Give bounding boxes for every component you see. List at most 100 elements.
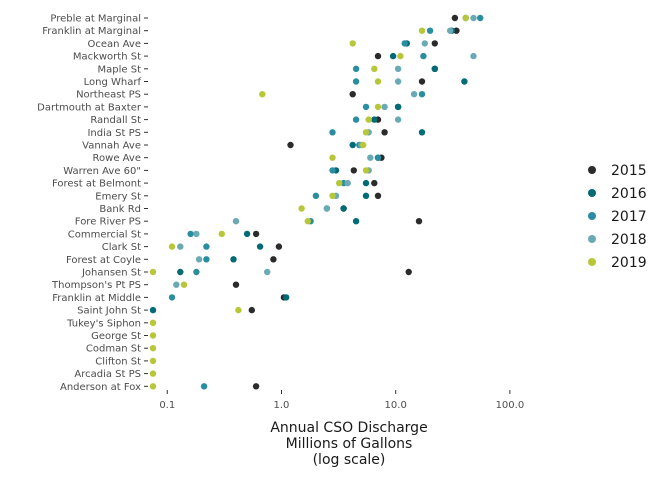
- category-label-india-st-ps: India St PS: [87, 128, 141, 139]
- x-tick-label: 100.0: [496, 400, 525, 411]
- category-label-clifton-st: Clifton St: [95, 356, 141, 367]
- point-2015-preble-at-marginal: [451, 14, 459, 22]
- point-2015-northeast-ps: [349, 91, 356, 98]
- x-axis-title-line: (log scale): [313, 452, 386, 468]
- point-2017-clark-st: [203, 243, 210, 250]
- point-2015-long-wharf: [418, 78, 426, 85]
- point-2019-tukey-s-siphon: [149, 319, 157, 326]
- point-2017-commercial-st: [187, 230, 194, 238]
- point-2019-thompson-s-pt-ps: [180, 281, 188, 288]
- point-2015-vannah-ave: [287, 141, 294, 149]
- data-points: [149, 14, 484, 390]
- point-2019-vannah-ave: [360, 141, 367, 149]
- category-label-warren-ave-60: Warren Ave 60": [63, 166, 141, 177]
- point-2017-warren-ave-60: [329, 167, 336, 174]
- category-tick-marks: [144, 17, 148, 387]
- point-2015-emery-st: [374, 192, 382, 199]
- point-2018-thompson-s-pt-ps: [173, 281, 180, 288]
- category-label-forest-at-coyle: Forest at Coyle: [66, 255, 141, 266]
- legend-key-2016: [588, 189, 596, 197]
- point-2018-maple-st: [394, 65, 402, 73]
- point-2018-commercial-st: [193, 230, 200, 238]
- point-2019-george-st: [149, 332, 157, 339]
- category-label-forest-at-belmont: Forest at Belmont: [52, 179, 141, 190]
- legend-label-2017: 2017: [611, 209, 647, 225]
- point-2016-clark-st: [256, 243, 264, 250]
- point-2019-clifton-st: [149, 357, 157, 365]
- point-2019-johansen-st: [149, 268, 157, 276]
- point-2015-anderson-at-fox: [252, 383, 260, 390]
- category-label-johansen-st: Johansen St: [81, 268, 141, 279]
- point-2019-fore-river-ps: [304, 218, 311, 225]
- point-2018-mackworth-st: [470, 52, 477, 60]
- legend-key-2019: [588, 258, 596, 266]
- legend-label-2016: 2016: [611, 186, 647, 202]
- category-label-bank-rd: Bank Rd: [99, 204, 141, 215]
- point-2019-forest-at-belmont: [336, 179, 343, 187]
- point-2016-forest-at-belmont: [362, 179, 370, 187]
- point-2015-franklin-at-marginal: [453, 27, 460, 34]
- x-tick-label: 1.0: [274, 400, 290, 411]
- point-2016-vannah-ave: [349, 141, 356, 149]
- category-label-northeast-ps: Northeast PS: [76, 90, 141, 101]
- point-2015-forest-at-belmont: [371, 179, 378, 187]
- point-2015-forest-at-coyle: [270, 256, 277, 263]
- point-2016-bank-rd: [340, 205, 347, 212]
- category-label-preble-at-marginal: Preble at Marginal: [50, 14, 141, 25]
- point-2018-clark-st: [177, 243, 184, 250]
- point-2018-bank-rd: [323, 205, 331, 212]
- point-2016-johansen-st: [177, 268, 184, 276]
- category-label-long-wharf: Long Wharf: [84, 77, 142, 88]
- point-2018-fore-river-ps: [232, 218, 240, 225]
- point-2016-commercial-st: [243, 230, 251, 238]
- legend-key-2015: [588, 166, 596, 174]
- point-2018-dartmouth-at-baxter: [381, 103, 388, 111]
- point-2017-franklin-at-marginal: [426, 27, 434, 34]
- point-2017-preble-at-marginal: [477, 14, 484, 22]
- legend-label-2018: 2018: [611, 232, 647, 248]
- category-label-ocean-ave: Ocean Ave: [88, 39, 142, 50]
- point-2019-mackworth-st: [397, 52, 404, 60]
- legend-label-2015: 2015: [611, 163, 647, 179]
- point-2019-clark-st: [168, 243, 176, 250]
- category-label-franklin-at-middle: Franklin at Middle: [52, 293, 141, 304]
- point-2018-franklin-at-marginal: [447, 27, 454, 34]
- point-2015-clark-st: [275, 243, 283, 250]
- category-label-anderson-at-fox: Anderson at Fox: [60, 382, 141, 393]
- point-2015-commercial-st: [252, 230, 260, 238]
- point-2019-warren-ave-60: [362, 167, 370, 174]
- category-label-rowe-ave: Rowe Ave: [93, 153, 141, 164]
- point-2015-ocean-ave: [431, 40, 438, 47]
- point-2019-ocean-ave: [349, 40, 356, 47]
- category-label-dartmouth-at-baxter: Dartmouth at Baxter: [37, 102, 142, 113]
- point-2019-arcadia-st-ps: [149, 370, 157, 377]
- point-2015-fore-river-ps: [415, 218, 423, 225]
- legend-label-2019: 2019: [611, 255, 647, 271]
- point-2018-randall-st: [394, 116, 402, 123]
- category-label-vannah-ave: Vannah Ave: [82, 141, 141, 152]
- point-2019-bank-rd: [298, 205, 305, 212]
- x-axis-title-line: Millions of Gallons: [286, 436, 413, 452]
- point-2019-franklin-at-marginal: [418, 27, 426, 34]
- point-2019-saint-john-st: [235, 306, 242, 314]
- point-2018-rowe-ave: [367, 154, 374, 161]
- point-2018-forest-at-belmont: [344, 179, 351, 187]
- category-label-mackworth-st: Mackworth St: [73, 52, 141, 63]
- point-2017-anderson-at-fox: [200, 383, 208, 390]
- point-2017-dartmouth-at-baxter: [362, 103, 370, 111]
- point-2018-preble-at-marginal: [470, 14, 477, 22]
- category-label-emery-st: Emery St: [95, 191, 141, 202]
- category-label-clark-st: Clark St: [102, 242, 141, 253]
- point-2016-randall-st: [371, 116, 378, 123]
- category-label-franklin-at-marginal: Franklin at Marginal: [42, 26, 141, 37]
- point-2019-preble-at-marginal: [462, 14, 469, 22]
- category-label-maple-st: Maple St: [98, 64, 142, 75]
- point-2019-commercial-st: [218, 230, 225, 238]
- point-2019-rowe-ave: [329, 154, 336, 161]
- x-tick-label: 0.1: [159, 400, 175, 411]
- point-2019-india-st-ps: [362, 129, 370, 136]
- category-label-thompson-s-pt-ps: Thompson's Pt PS: [51, 280, 141, 291]
- point-2015-johansen-st: [405, 268, 412, 276]
